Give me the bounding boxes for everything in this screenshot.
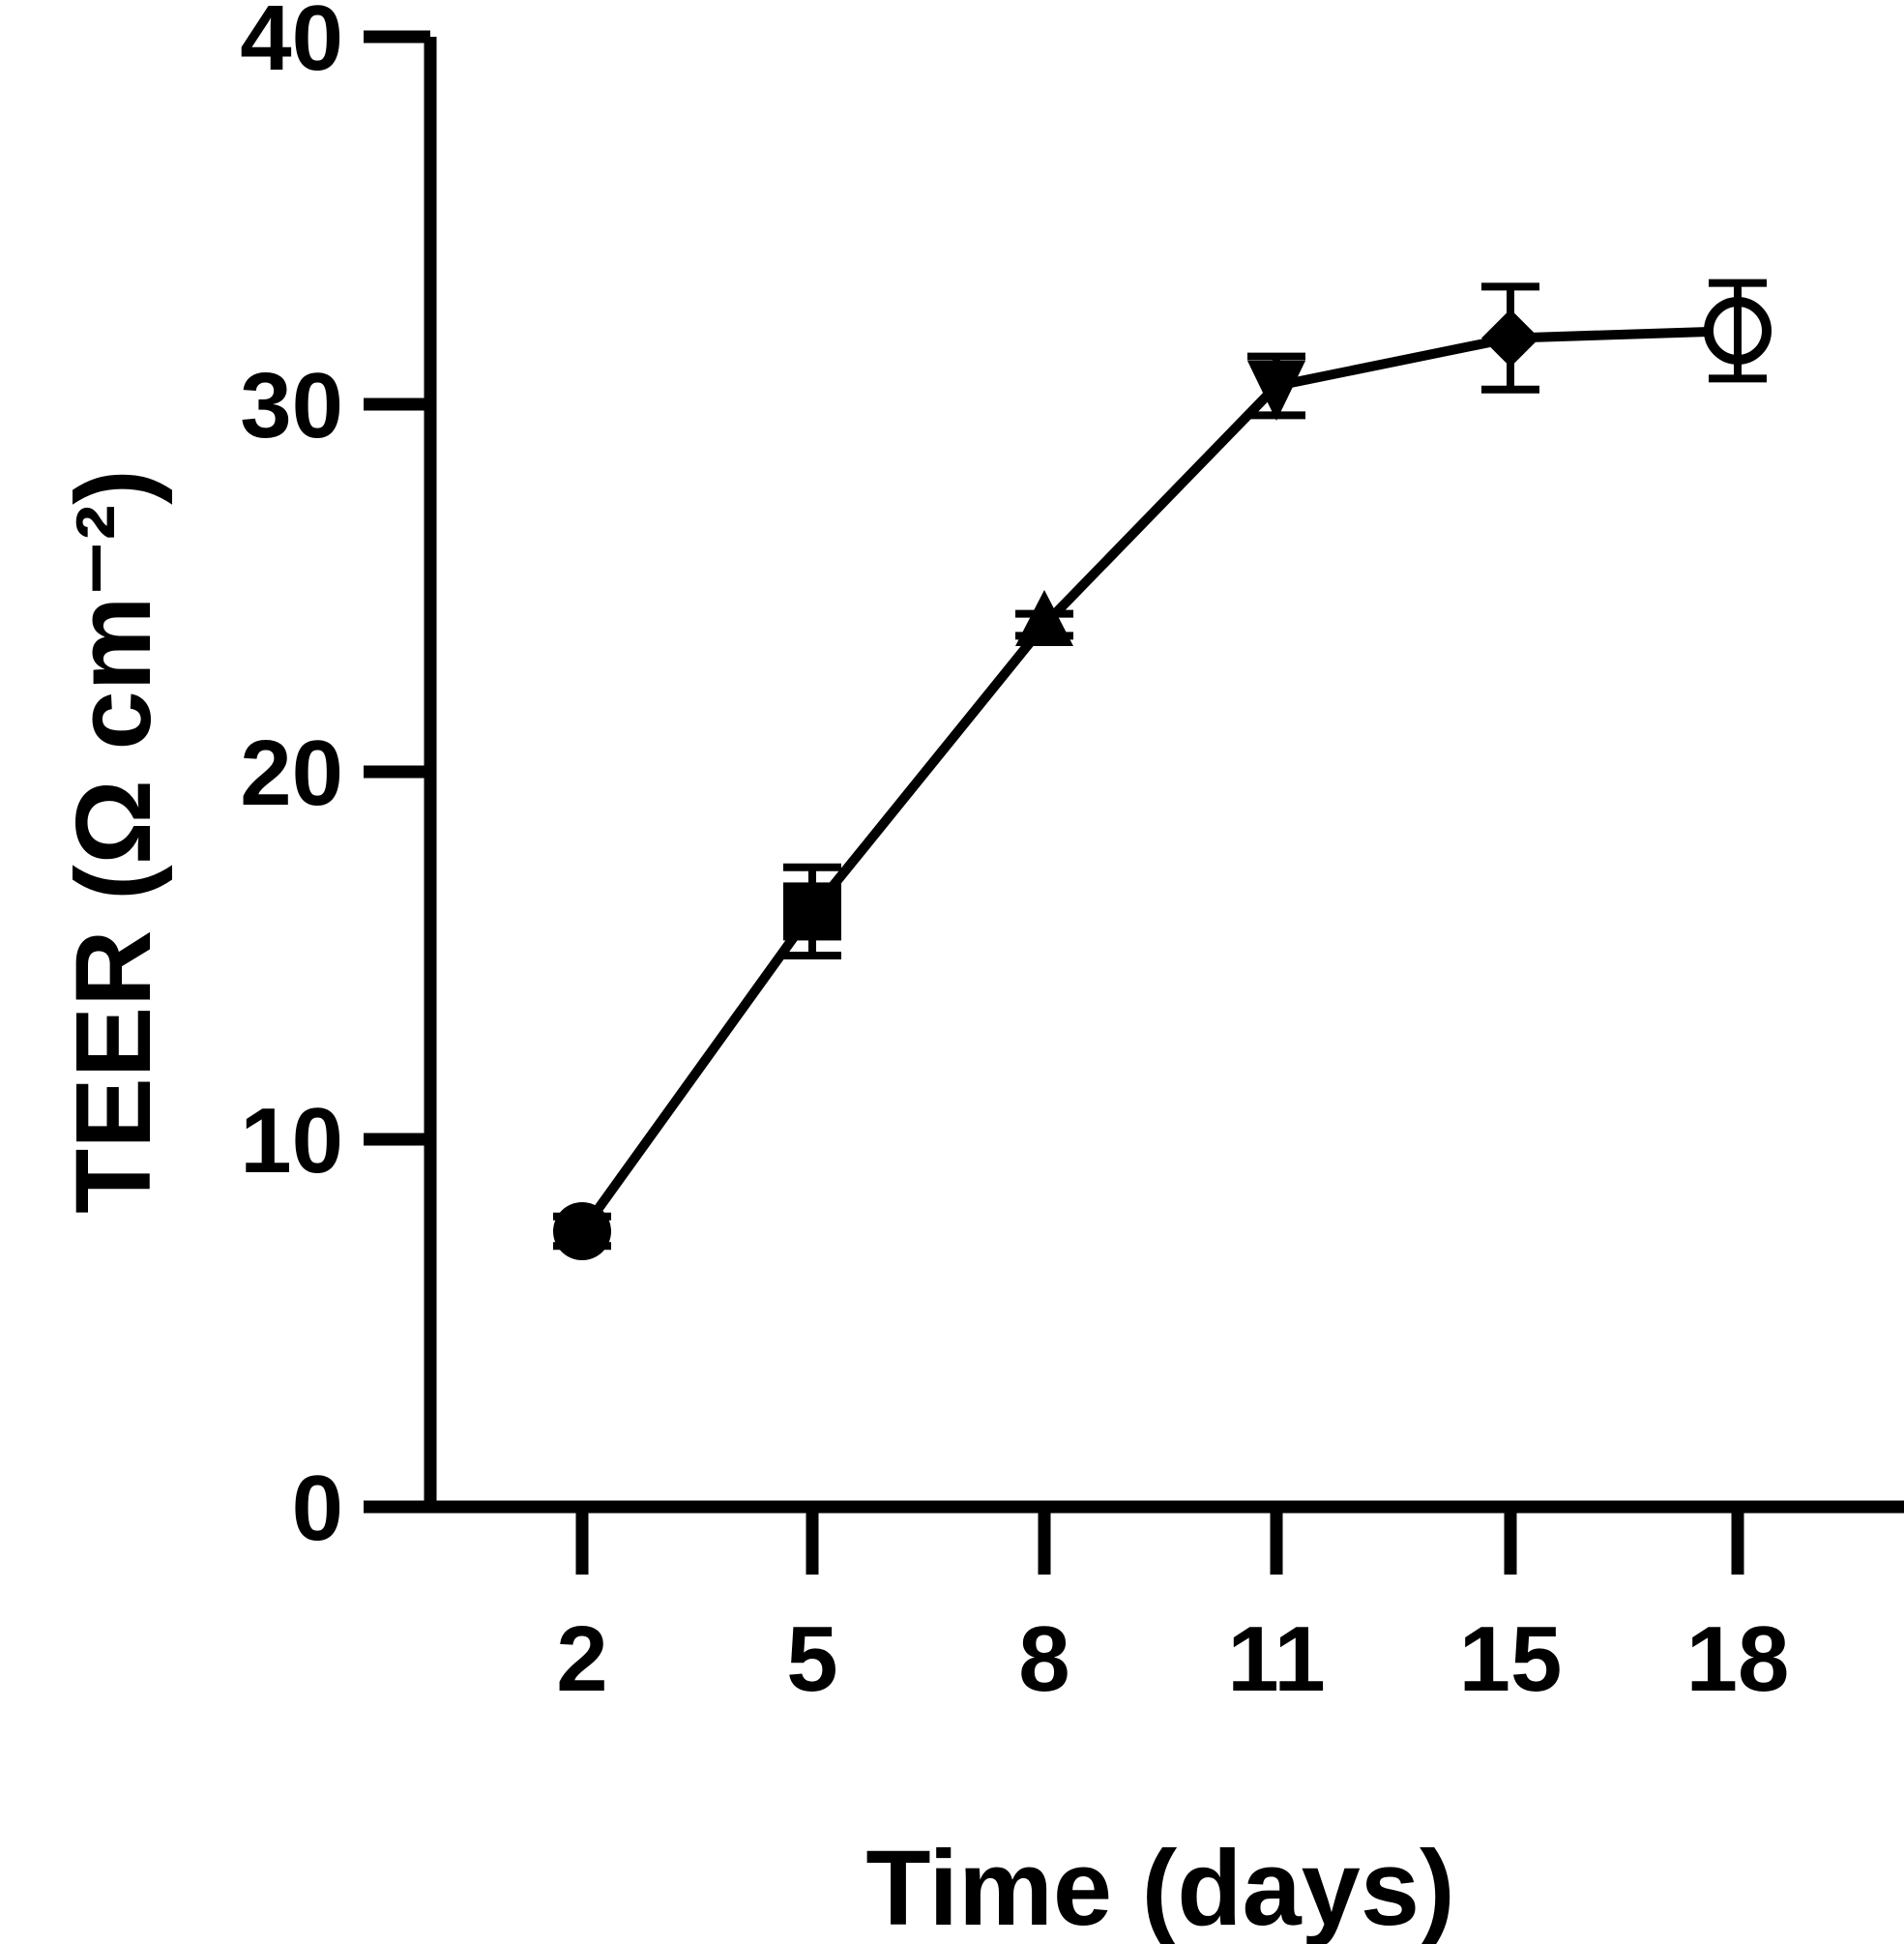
data-point-triangle-up <box>1015 590 1073 646</box>
x-axis-ticks: 2 5 8 11 15 18 <box>556 1507 1789 1711</box>
y-tick-label: 20 <box>240 722 343 825</box>
y-tick-label: 40 <box>240 0 343 90</box>
y-axis-ticks: 0 10 20 30 40 <box>240 0 430 1560</box>
data-point-diamond <box>1481 309 1539 368</box>
x-tick-label: 15 <box>1459 1607 1563 1711</box>
data-point-square <box>783 882 841 941</box>
series-line <box>577 326 1739 1234</box>
x-tick-label: 2 <box>556 1607 607 1711</box>
y-tick-label: 10 <box>240 1089 343 1193</box>
y-axis-title: TEER (Ω cm⁻²) <box>54 469 173 1214</box>
x-axis-title: Time (days) <box>865 1829 1454 1944</box>
x-tick-label: 5 <box>786 1607 837 1711</box>
x-tick-label: 18 <box>1686 1607 1790 1711</box>
x-tick-label: 11 <box>1227 1607 1325 1711</box>
data-point-triangle-down <box>1247 361 1305 421</box>
axes <box>364 37 1904 1514</box>
data-point-circle <box>553 1202 611 1260</box>
y-tick-label: 0 <box>292 1457 343 1560</box>
y-tick-label: 30 <box>240 354 343 457</box>
x-tick-label: 8 <box>1018 1607 1069 1711</box>
data-series <box>553 279 1772 1260</box>
